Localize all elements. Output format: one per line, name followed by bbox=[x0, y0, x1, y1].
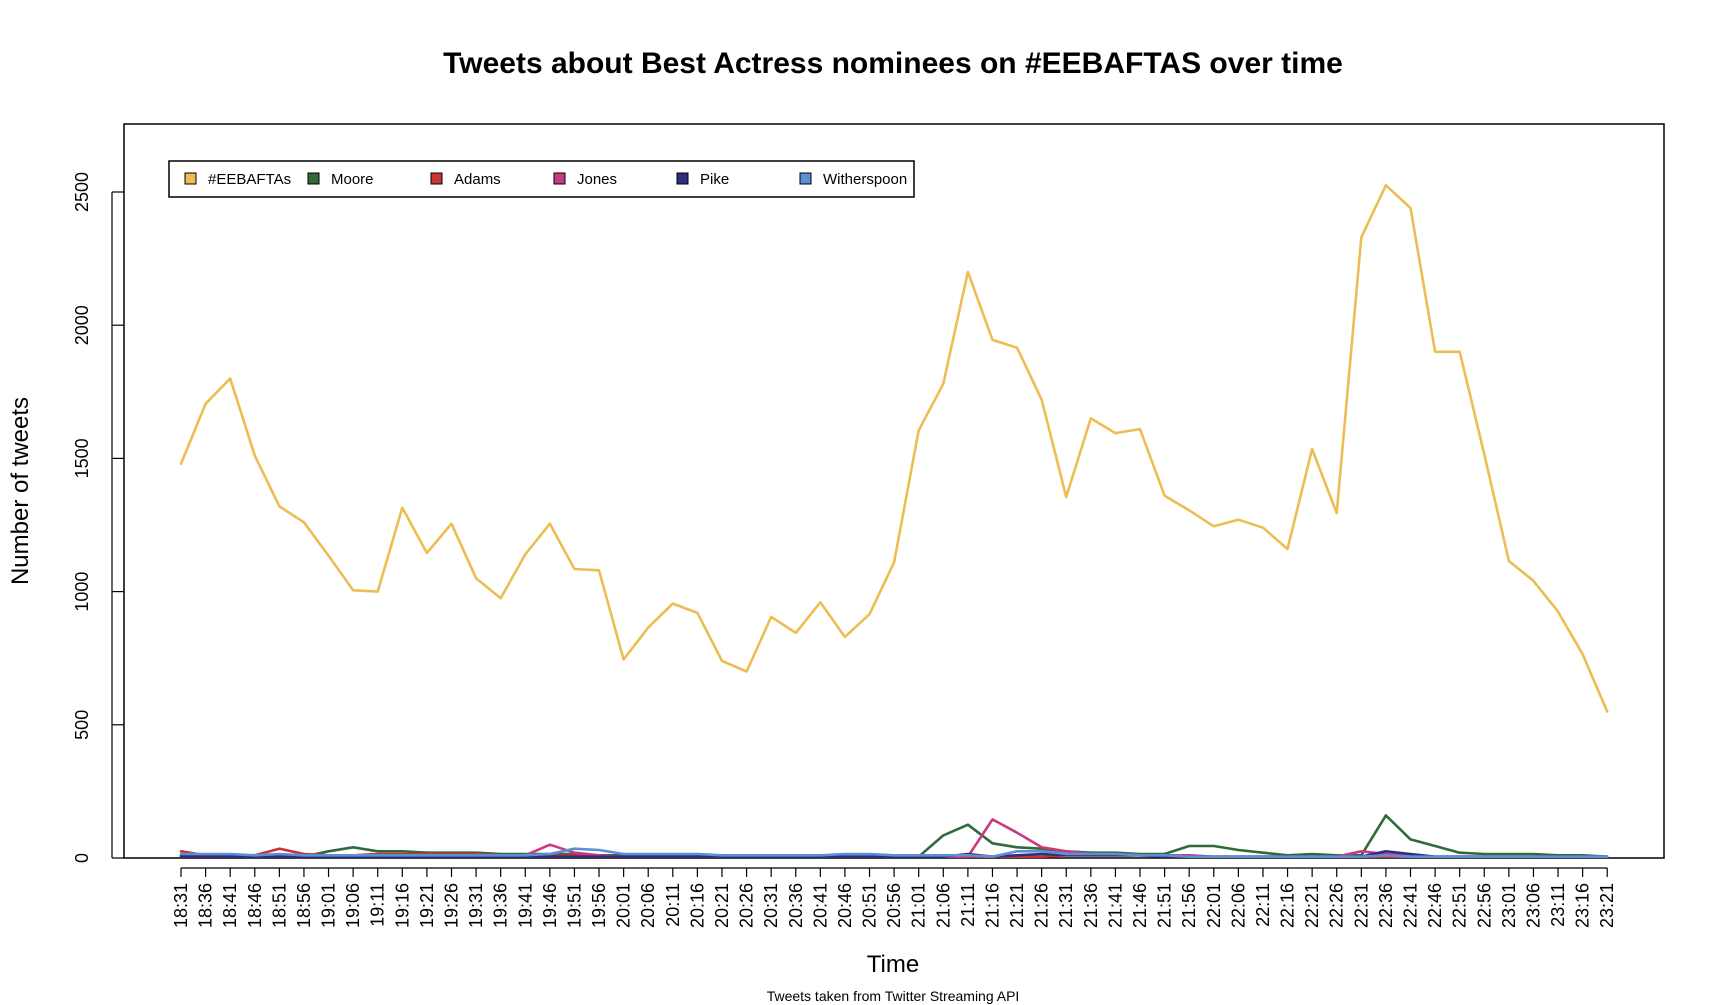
x-tick-label: 23:11 bbox=[1548, 883, 1568, 927]
x-tick-label: 20:51 bbox=[860, 883, 880, 928]
x-tick-label: 22:01 bbox=[1204, 883, 1224, 928]
y-axis-title: Number of tweets bbox=[7, 397, 34, 585]
x-tick-label: 19:06 bbox=[343, 883, 363, 928]
x-tick-label: 22:36 bbox=[1376, 883, 1396, 928]
x-tick-label: 22:06 bbox=[1228, 883, 1248, 928]
y-tick-label: 0 bbox=[72, 853, 92, 863]
legend-label-witherspoon: Witherspoon bbox=[823, 171, 907, 188]
legend-swatch-witherspoon bbox=[799, 172, 812, 185]
series-line-pike bbox=[179, 849, 1609, 859]
x-tick-label: 21:21 bbox=[1007, 883, 1027, 928]
x-tick-label: 20:46 bbox=[835, 883, 855, 928]
x-tick-label: 23:16 bbox=[1573, 883, 1593, 928]
x-tick-label: 22:26 bbox=[1327, 883, 1347, 928]
x-tick-label: 20:01 bbox=[614, 883, 634, 928]
x-tick-label: 22:31 bbox=[1351, 883, 1371, 928]
x-tick-label: 19:56 bbox=[589, 883, 609, 928]
x-tick-label: 18:36 bbox=[196, 883, 216, 928]
x-tick-label: 21:16 bbox=[982, 883, 1002, 928]
y-tick-label: 2000 bbox=[72, 305, 92, 345]
legend-label-jones: Jones bbox=[577, 171, 617, 188]
x-tick-label: 20:56 bbox=[884, 883, 904, 928]
x-tick-label: 22:51 bbox=[1450, 883, 1470, 928]
x-tick-label: 18:51 bbox=[269, 883, 289, 928]
x-tick-label: 20:26 bbox=[737, 883, 757, 928]
legend-swatch-pike bbox=[676, 172, 689, 185]
x-tick-label: 22:41 bbox=[1401, 883, 1421, 928]
legend: #EEBAFTAs Moore Adams Jones Pike Witherspoon bbox=[168, 160, 915, 198]
legend-items: #EEBAFTAs Moore Adams Jones Pike Witherspoon bbox=[184, 171, 907, 188]
legend-label-adams: Adams bbox=[454, 171, 501, 188]
x-tick-label: 23:21 bbox=[1597, 883, 1617, 928]
legend-box bbox=[168, 160, 915, 198]
y-tick-label: 1000 bbox=[72, 572, 92, 612]
x-tick-label: 20:21 bbox=[712, 883, 732, 928]
x-tick-label: 19:16 bbox=[392, 883, 412, 928]
x-tick-label: 21:36 bbox=[1081, 883, 1101, 928]
legend-swatch-jones bbox=[553, 172, 566, 185]
x-tick-label: 19:31 bbox=[466, 883, 486, 928]
x-tick-label: 23:06 bbox=[1523, 883, 1543, 928]
y-tick-label: 2500 bbox=[72, 172, 92, 212]
x-tick-label: 22:56 bbox=[1474, 883, 1494, 928]
x-tick-label: 20:16 bbox=[687, 883, 707, 928]
series-line-eebaftas bbox=[179, 184, 1609, 713]
legend-swatch-eebaftas bbox=[184, 172, 197, 185]
y-tick-label: 1500 bbox=[72, 438, 92, 478]
legend-label-pike: Pike bbox=[700, 171, 729, 188]
x-tick-label: 18:56 bbox=[294, 883, 314, 928]
x-tick-label: 19:11 bbox=[368, 883, 388, 927]
x-tick-label: 21:06 bbox=[933, 883, 953, 928]
plot-frame bbox=[123, 123, 1665, 859]
legend-swatch-adams bbox=[430, 172, 443, 185]
legend-label-eebaftas: #EEBAFTAs bbox=[208, 171, 291, 188]
x-tick-label: 22:46 bbox=[1425, 883, 1445, 928]
x-axis-title: Time bbox=[867, 951, 919, 978]
x-tick-label: 21:51 bbox=[1155, 883, 1175, 928]
x-tick-label: 22:11 bbox=[1253, 883, 1273, 927]
series-layer bbox=[179, 184, 1609, 859]
x-tick-label: 18:31 bbox=[171, 883, 191, 928]
x-tick-label: 21:26 bbox=[1032, 883, 1052, 928]
x-tick-label: 21:31 bbox=[1056, 883, 1076, 928]
x-tick-label: 18:41 bbox=[220, 883, 240, 928]
series-line-moore bbox=[179, 814, 1609, 859]
x-axis: 18:31 18:36 18:41 18:46 18:51 18:56 19:01 19:06… bbox=[171, 867, 1617, 928]
x-tick-label: 18:46 bbox=[245, 883, 265, 928]
y-tick-label: 500 bbox=[72, 710, 92, 740]
legend-label-moore: Moore bbox=[331, 171, 374, 188]
x-tick-label: 19:01 bbox=[319, 883, 339, 928]
x-tick-label: 21:41 bbox=[1105, 883, 1125, 928]
x-tick-label: 19:41 bbox=[515, 883, 535, 928]
x-tick-label: 19:51 bbox=[564, 883, 584, 928]
x-tick-label: 19:26 bbox=[441, 883, 461, 928]
x-tick-label: 20:41 bbox=[810, 883, 830, 928]
x-tick-label: 22:16 bbox=[1278, 883, 1298, 928]
x-tick-label: 21:46 bbox=[1130, 883, 1150, 928]
legend-swatch-moore bbox=[307, 172, 320, 185]
x-tick-label: 19:46 bbox=[540, 883, 560, 928]
series-line-witherspoon bbox=[179, 847, 1609, 859]
x-tick-label: 21:11 bbox=[958, 883, 978, 927]
x-tick-label: 20:36 bbox=[786, 883, 806, 928]
chart-caption: Tweets taken from Twitter Streaming API bbox=[767, 988, 1020, 1004]
x-tick-label: 19:36 bbox=[491, 883, 511, 928]
x-tick-label: 19:21 bbox=[417, 883, 437, 928]
x-tick-label: 20:11 bbox=[663, 883, 683, 927]
x-tick-label: 21:56 bbox=[1179, 883, 1199, 928]
x-tick-label: 22:21 bbox=[1302, 883, 1322, 928]
y-axis: 0 500 1000 1500 2000 2500 bbox=[72, 172, 124, 863]
chart-title: Tweets about Best Actress nominees on #E… bbox=[443, 47, 1343, 80]
x-tick-label: 20:31 bbox=[761, 883, 781, 928]
x-tick-label: 23:01 bbox=[1499, 883, 1519, 928]
x-tick-label: 20:06 bbox=[638, 883, 658, 928]
x-tick-label: 21:01 bbox=[909, 883, 929, 928]
